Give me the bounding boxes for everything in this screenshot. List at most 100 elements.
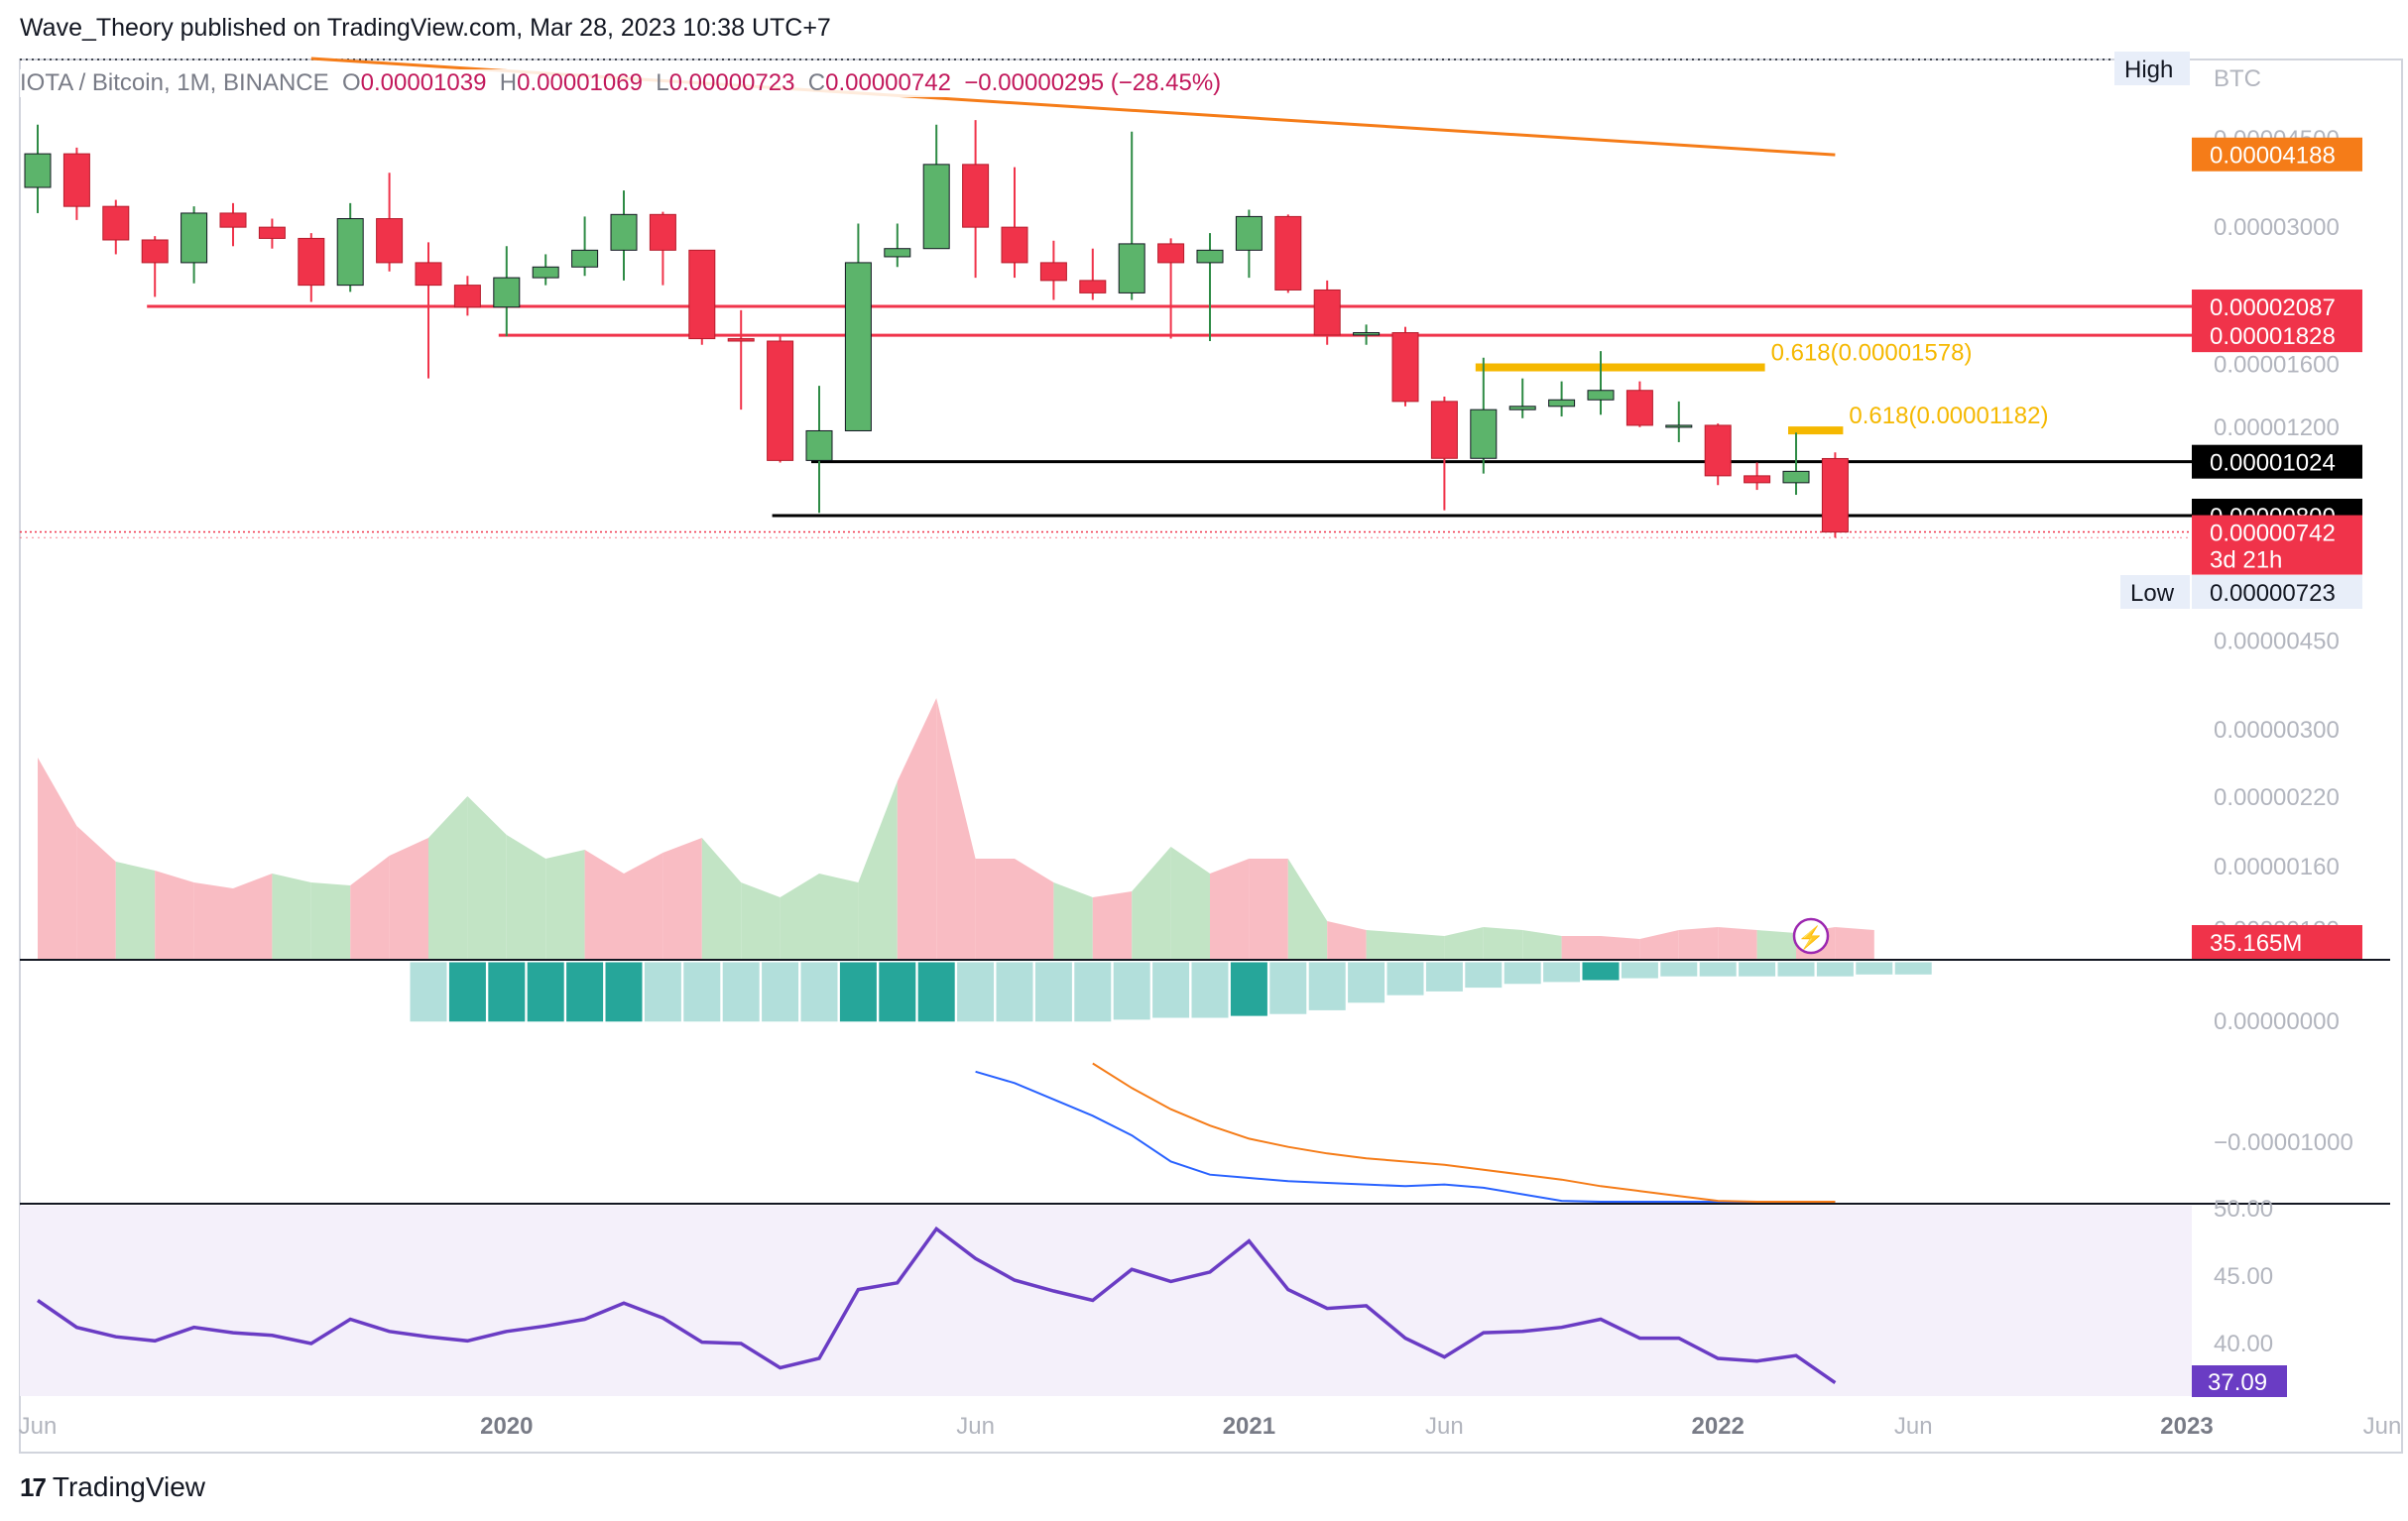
volume-area-segment	[936, 698, 976, 960]
macd-histogram-bar	[1855, 961, 1894, 976]
volume-area-segment	[1639, 930, 1679, 960]
volume-value-label: 35.165M	[2210, 930, 2302, 957]
macd-histogram-bar	[1542, 961, 1582, 984]
candle-body	[493, 277, 521, 308]
macd-line	[975, 1070, 1836, 1203]
macd-axis-tick: 0.00000000	[2214, 1008, 2340, 1035]
candle-body	[1118, 243, 1145, 293]
volume-area-segment	[584, 850, 624, 960]
candle-body	[767, 340, 794, 461]
candle-body	[1196, 249, 1224, 264]
price-axis-label: 0.00001024	[2210, 450, 2336, 477]
rsi-axis-tick: 45.00	[2214, 1263, 2273, 1290]
macd-histogram-bar	[1424, 961, 1464, 993]
volume-area-segment	[1132, 847, 1171, 960]
candle-body	[453, 285, 481, 308]
macd-histogram-bar	[1776, 961, 1816, 978]
macd-histogram-bar	[956, 961, 996, 1023]
macd-histogram-bar	[1307, 961, 1347, 1011]
price-countdown-label: 3d 21h	[2210, 547, 2282, 574]
rsi-value-bg	[2192, 1365, 2287, 1397]
candle-body	[62, 153, 90, 207]
time-axis-tick: Jun	[2363, 1413, 2402, 1440]
macd-histogram-bar	[1893, 961, 1933, 976]
macd-histogram-bar	[1229, 961, 1268, 1017]
rsi-background	[20, 1206, 2192, 1396]
price-axis-label: 0.00002087	[2210, 294, 2336, 321]
macd-histogram-bar	[1033, 961, 1073, 1023]
rsi-axis-tick: 50.00	[2214, 1196, 2273, 1223]
macd-histogram-bar	[1659, 961, 1699, 978]
volume-area-segment	[1444, 927, 1484, 960]
open-value: 0.00001039	[360, 69, 487, 96]
macd-histogram-bar	[878, 961, 917, 1023]
high-label: H	[499, 69, 518, 96]
volume-area-segment	[272, 874, 311, 960]
macd-histogram-bar	[604, 961, 644, 1023]
close-label: C	[807, 69, 826, 96]
candle-body	[884, 248, 911, 258]
high-value: 0.00001069	[517, 69, 643, 96]
volume-area-segment	[350, 856, 390, 960]
macd-axis-tick: −0.00001000	[2214, 1129, 2353, 1156]
candle-body	[336, 218, 364, 287]
price-axis-label: 0.00001828	[2210, 323, 2336, 350]
symbol-ohlc-line: IOTA / Bitcoin, 1M, BINANCE O0.00001039 …	[20, 69, 1222, 97]
macd-histogram-bar	[916, 961, 956, 1023]
volume-area-segment	[193, 882, 233, 960]
macd-histogram-bar	[1347, 961, 1386, 1004]
candle-body	[1391, 332, 1419, 403]
macd-histogram-bar	[409, 961, 448, 1023]
volume-area-segment	[1366, 930, 1405, 960]
volume-area-segment	[76, 826, 116, 960]
volume-area-segment	[1835, 927, 1874, 960]
volume-area-segment	[1601, 936, 1640, 960]
candle-body	[219, 212, 247, 228]
price-axis-label-bg	[2192, 290, 2362, 323]
candle-body	[1508, 406, 1536, 410]
candle-body	[1274, 215, 1302, 291]
macd-histogram-bar	[1738, 961, 1777, 978]
volume-area-segment	[1718, 927, 1757, 960]
macd-histogram-bar	[799, 961, 839, 1023]
volume-area-segment	[467, 796, 507, 960]
macd-histogram-bar	[838, 961, 878, 1023]
macd-histogram-bar	[565, 961, 605, 1023]
price-axis-tick: 0.00000450	[2214, 629, 2340, 655]
price-axis-tick: 0.00000300	[2214, 717, 2340, 744]
candle-body	[1157, 243, 1185, 264]
macd-histogram-bar	[761, 961, 800, 1023]
volume-area-segment	[506, 835, 546, 960]
candle-body	[1039, 262, 1067, 282]
candle-body	[1821, 457, 1849, 533]
macd-histogram-bar	[1503, 961, 1542, 986]
macd-histogram-bar	[1385, 961, 1425, 996]
candle-body	[1079, 280, 1107, 293]
candle-body	[571, 249, 599, 268]
candle-body	[922, 164, 950, 250]
volume-area-segment	[741, 882, 781, 960]
macd-histogram-bar	[487, 961, 527, 1023]
time-axis-tick: 2021	[1223, 1413, 1275, 1440]
price-axis-label: 0.00000742	[2210, 521, 2336, 547]
price-axis-label: 0.00004188	[2210, 143, 2336, 170]
price-axis-tick: 0.00001200	[2214, 414, 2340, 441]
macd-histogram-bar	[1815, 961, 1855, 978]
low-value-bg	[2192, 575, 2362, 609]
macd-histogram-bar	[1620, 961, 1659, 980]
candle-body	[1782, 470, 1810, 484]
volume-area-segment	[975, 859, 1015, 960]
volume-area-segment	[1405, 933, 1445, 960]
candle-body	[1704, 424, 1732, 477]
low-value-label: 0.00000723	[2210, 580, 2336, 607]
time-axis-tick: 2023	[2160, 1413, 2213, 1440]
volume-area-segment	[1210, 859, 1250, 960]
candle-body	[1665, 424, 1693, 428]
candle-body	[1001, 226, 1028, 264]
time-axis-tick: 2020	[480, 1413, 533, 1440]
macd-histogram-bar	[1073, 961, 1113, 1023]
fib-level-label: 0.618(0.00001578)	[1771, 340, 1973, 367]
volume-area-segment	[1092, 891, 1133, 960]
low-marker-label: Low	[2130, 580, 2175, 607]
